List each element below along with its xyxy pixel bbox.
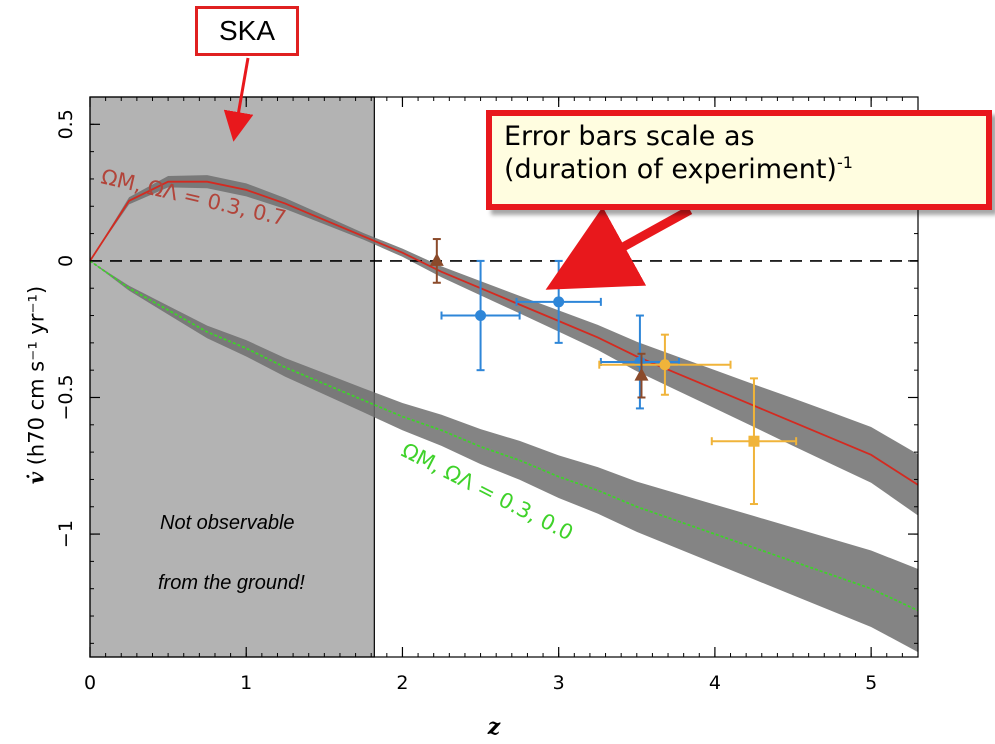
y-axis-units: (h70 cm s⁻¹ yr⁻¹) xyxy=(24,285,49,466)
error-note-line2-text: (duration of experiment) xyxy=(504,154,837,185)
y-tick-label-2: −0.5 xyxy=(55,374,77,420)
y-tick-label-0: 0.5 xyxy=(55,109,77,139)
series-1-band xyxy=(90,260,918,653)
y-tick-label-1: 0 xyxy=(55,255,77,267)
x-tick-label-0: 0 xyxy=(84,672,96,694)
plot-frame xyxy=(89,96,919,658)
x-axis-label: z xyxy=(487,714,501,740)
x-tick-label-5: 5 xyxy=(865,672,877,694)
series-0-line xyxy=(89,180,919,486)
ska-arrow xyxy=(223,57,254,142)
y-axis-symbol: v̇ xyxy=(23,471,49,485)
error-note-exponent: -1 xyxy=(836,153,853,172)
ska-label-box: SKA xyxy=(195,6,299,56)
error-point-4-marker xyxy=(748,435,760,447)
error-point-4 xyxy=(710,377,798,506)
x-tick-label-4: 4 xyxy=(709,672,721,694)
ska-label: SKA xyxy=(218,15,276,46)
error-point-0-marker xyxy=(475,310,487,322)
y-axis-label: v̇ (h70 cm s⁻¹ yr⁻¹) xyxy=(24,286,49,484)
error-note-line1: Error bars scale as xyxy=(504,121,755,152)
error-note-arrow xyxy=(545,206,693,290)
shaded-note-line2: from the ground! xyxy=(158,572,305,594)
x-tick-label-2: 2 xyxy=(396,672,408,694)
shaded-note-line1: Not observable xyxy=(160,512,295,534)
error-point-3 xyxy=(598,333,732,396)
error-point-1-marker xyxy=(553,296,565,308)
error-point-5 xyxy=(429,238,444,284)
error-bars-note-box: Error bars scale as (duration of experim… xyxy=(486,110,992,210)
error-point-2-marker xyxy=(634,356,646,368)
series-1-line xyxy=(89,260,919,612)
plot-area: 0 1 2 3 4 50.50−0.5−1ΩM, ΩΛ = 0.3, 0.7ΩM, ΩΛ … xyxy=(55,96,919,694)
error-point-6 xyxy=(634,352,649,399)
error-point-6-marker xyxy=(634,367,649,381)
error-point-3-marker xyxy=(659,359,671,371)
x-tick-label-1: 1 xyxy=(240,672,252,694)
y-tick-label-3: −1 xyxy=(55,520,77,548)
x-tick-label-3: 3 xyxy=(553,672,565,694)
error-point-5-marker xyxy=(429,252,444,266)
error-note-line2: (duration of experiment)-1 xyxy=(504,153,986,186)
error-point-0 xyxy=(440,259,521,372)
